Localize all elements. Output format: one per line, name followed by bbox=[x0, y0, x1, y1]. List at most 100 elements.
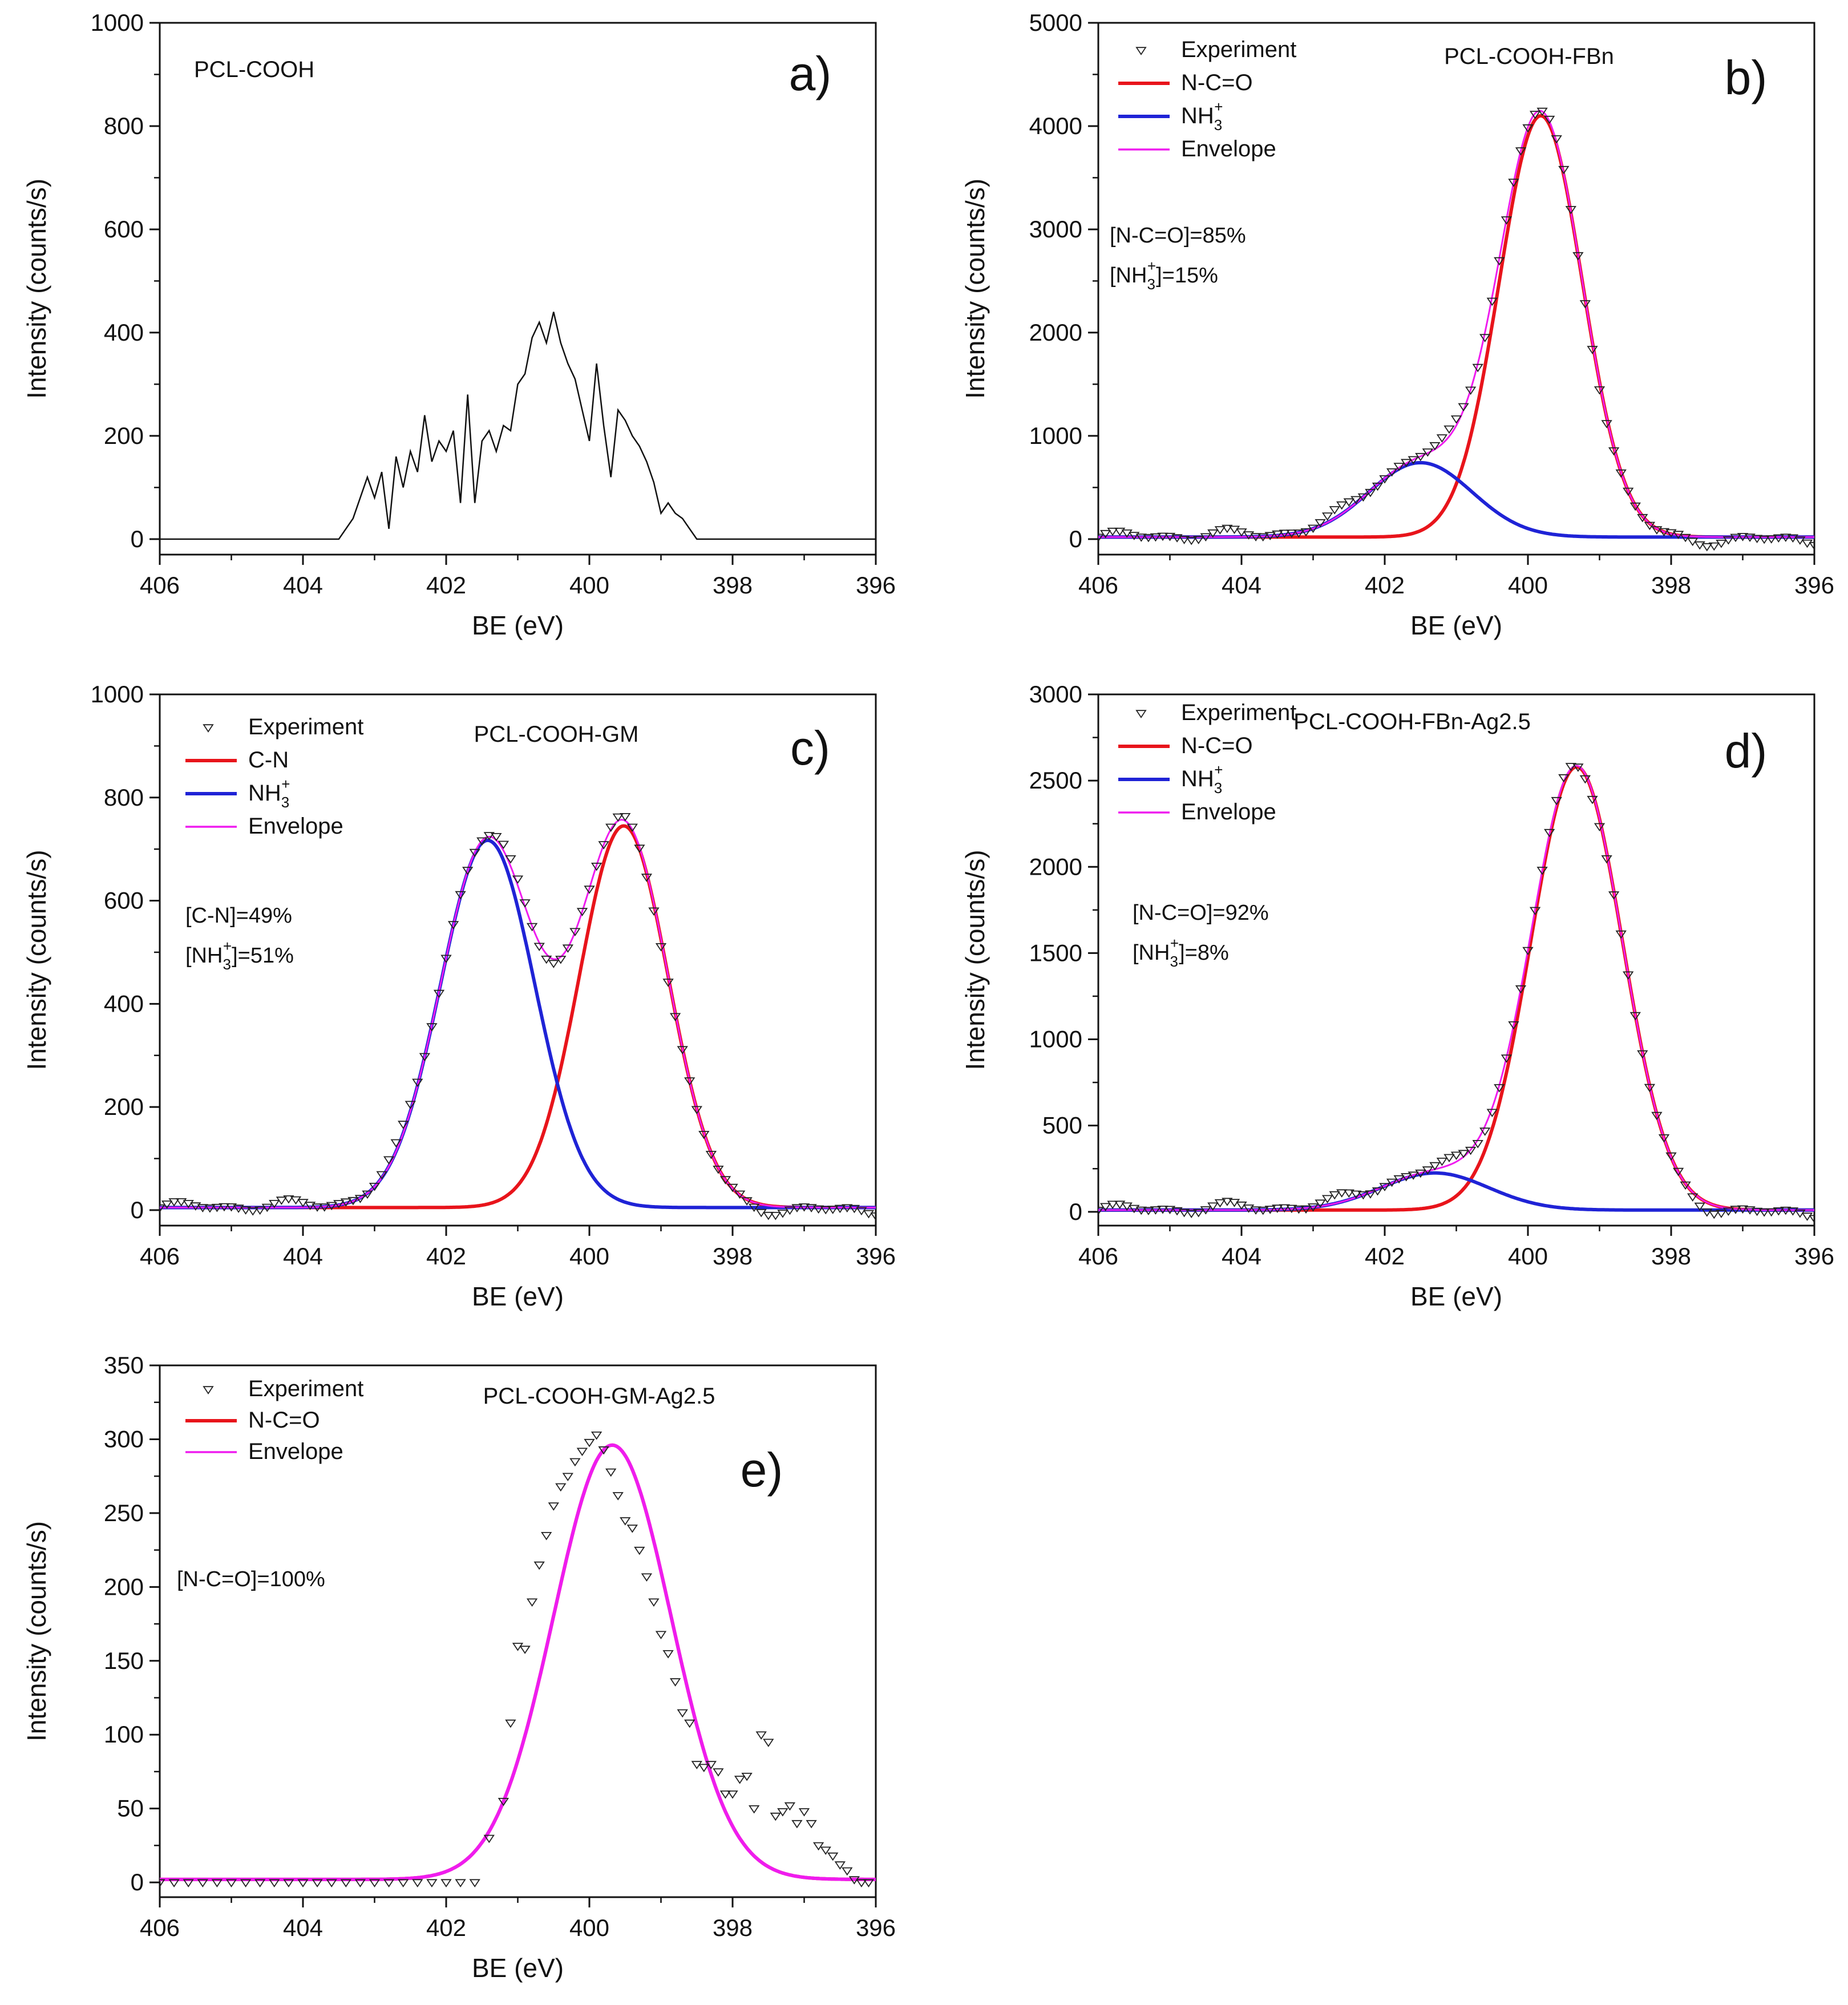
experiment-point bbox=[1250, 1206, 1261, 1215]
experiment-point bbox=[1114, 1200, 1126, 1209]
experiment-point bbox=[483, 832, 495, 840]
experiment-point bbox=[1494, 257, 1505, 266]
experiment-point bbox=[812, 1205, 824, 1214]
legend-label-n_c_o-d: N-C=O bbox=[1181, 733, 1253, 758]
experiment-point bbox=[176, 1198, 187, 1207]
y-axis-title-a: Intensity (counts/s) bbox=[22, 179, 51, 399]
experiment-point bbox=[727, 1183, 738, 1193]
experiment-point bbox=[1098, 1207, 1104, 1215]
experiment-point bbox=[1680, 1181, 1691, 1190]
experiment-point bbox=[383, 1879, 395, 1887]
experiment-point bbox=[820, 1846, 831, 1856]
y-tick-label-c-400: 400 bbox=[104, 990, 144, 1017]
experiment-point bbox=[168, 1198, 180, 1207]
experiment-point bbox=[168, 1879, 180, 1887]
experiment-point bbox=[426, 1023, 438, 1032]
experiment-point bbox=[1716, 1210, 1727, 1218]
y-tick-label-a-200: 200 bbox=[104, 422, 144, 449]
x-tick-label-d-400: 400 bbox=[1508, 1243, 1548, 1270]
experiment-point bbox=[1150, 533, 1162, 542]
x-tick-label-d-402: 402 bbox=[1365, 1243, 1405, 1270]
y-tick-label-b-0: 0 bbox=[1069, 525, 1082, 552]
composition-annotation-c-1: [NH3+]=51% bbox=[185, 937, 294, 973]
x-tick-label-e-402: 402 bbox=[426, 1914, 466, 1941]
experiment-point bbox=[1744, 1206, 1756, 1215]
y-tick-label-b-5000: 5000 bbox=[1029, 9, 1082, 36]
panel-letter-d: d) bbox=[1725, 724, 1768, 778]
experiment-point bbox=[791, 1204, 803, 1212]
experiment-point bbox=[469, 1879, 480, 1887]
experiment-point bbox=[1257, 533, 1269, 542]
experiment-point bbox=[863, 1210, 875, 1219]
experiment-point bbox=[1408, 456, 1419, 465]
experiment-point bbox=[405, 1101, 416, 1110]
x-tick-label-b-406: 406 bbox=[1078, 572, 1118, 599]
experiment-point bbox=[1379, 1183, 1390, 1191]
experiment-point bbox=[641, 1573, 653, 1582]
experiment-point bbox=[1623, 487, 1634, 496]
x-axis-title-d: BE (eV) bbox=[1410, 1282, 1502, 1311]
experiment-point bbox=[1558, 774, 1570, 783]
experiment-point bbox=[1257, 1206, 1269, 1215]
experiment-point bbox=[333, 1200, 345, 1208]
experiment-point bbox=[562, 1473, 573, 1482]
experiment-point bbox=[1099, 1203, 1111, 1212]
x-axis-title-c: BE (eV) bbox=[472, 1282, 564, 1311]
experiment-point bbox=[1135, 1206, 1147, 1215]
data-layer-b bbox=[1098, 107, 1814, 552]
experiment-point bbox=[526, 923, 538, 932]
experiment-point bbox=[1429, 442, 1441, 451]
experiment-point bbox=[1250, 533, 1261, 541]
legend-label-envelope-d: Envelope bbox=[1181, 799, 1276, 824]
composition-annotation-e-0: [N-C=O]=100% bbox=[177, 1567, 325, 1591]
y-tick-label-d-3000: 3000 bbox=[1029, 681, 1082, 708]
experiment-point bbox=[197, 1204, 208, 1212]
experiment-point bbox=[555, 1483, 567, 1492]
experiment-point bbox=[1744, 533, 1756, 542]
x-axis-title-a: BE (eV) bbox=[472, 611, 564, 640]
experiment-point bbox=[620, 813, 631, 822]
experiment-point bbox=[1801, 1212, 1813, 1221]
experiment-point bbox=[1629, 1012, 1641, 1021]
experiment-point bbox=[648, 907, 660, 916]
experiment-point bbox=[197, 1879, 208, 1887]
sample-label-c: PCL-COOH-GM bbox=[474, 722, 639, 747]
experiment-point bbox=[677, 1709, 688, 1718]
panel-letter-b: b) bbox=[1725, 51, 1768, 104]
experiment-point bbox=[533, 1561, 545, 1570]
experiment-point bbox=[1730, 1206, 1741, 1214]
experiment-point bbox=[519, 899, 531, 908]
experiment-point bbox=[1787, 534, 1799, 543]
experiment-point bbox=[1486, 1109, 1498, 1118]
x-tick-label-d-398: 398 bbox=[1651, 1243, 1691, 1270]
experiment-point bbox=[1372, 482, 1384, 491]
experiment-point bbox=[734, 1190, 746, 1199]
experiment-point bbox=[1572, 763, 1584, 772]
experiment-point bbox=[483, 1834, 495, 1844]
experiment-point bbox=[304, 1202, 316, 1210]
experiment-point bbox=[1293, 529, 1305, 538]
y-tick-label-e-250: 250 bbox=[104, 1499, 144, 1526]
x-tick-label-a-402: 402 bbox=[426, 572, 466, 599]
experiment-point bbox=[1214, 526, 1226, 535]
experiment-point bbox=[1415, 452, 1426, 462]
experiment-point bbox=[569, 1458, 581, 1467]
experiment-point bbox=[1315, 519, 1326, 528]
experiment-point bbox=[1766, 535, 1777, 544]
y-tick-label-a-400: 400 bbox=[104, 319, 144, 346]
experiment-point bbox=[1629, 502, 1641, 511]
experiment-point bbox=[641, 874, 653, 882]
experiment-point bbox=[848, 1876, 860, 1885]
experiment-point bbox=[1787, 1207, 1799, 1216]
experiment-point bbox=[1658, 1134, 1670, 1143]
experiment-point bbox=[354, 1195, 366, 1203]
experiment-point bbox=[1336, 1189, 1348, 1198]
experiment-point bbox=[1121, 529, 1133, 538]
composition-annotation-d-1: [NH3+]=8% bbox=[1133, 935, 1229, 970]
x-tick-label-b-400: 400 bbox=[1508, 572, 1548, 599]
legend-label-envelope-c: Envelope bbox=[248, 814, 343, 839]
experiment-point bbox=[347, 1196, 359, 1206]
experiment-point bbox=[576, 908, 588, 916]
experiment-point bbox=[1472, 1140, 1483, 1149]
